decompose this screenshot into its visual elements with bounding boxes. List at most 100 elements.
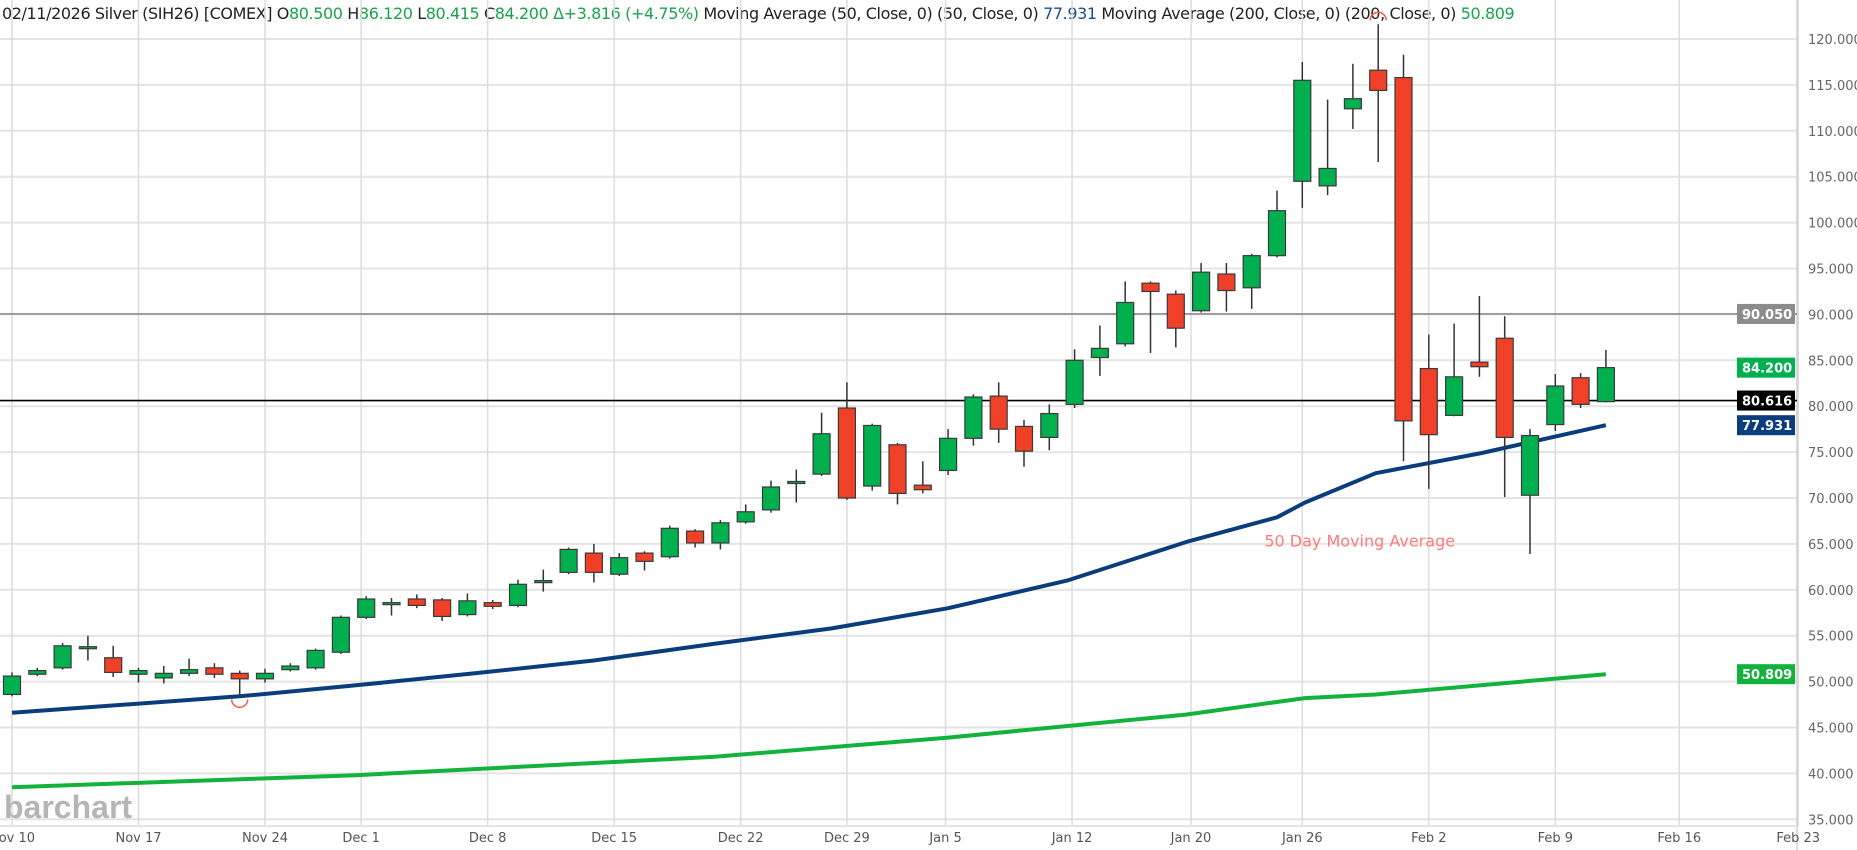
candle-down — [1571, 377, 1590, 405]
candle-up — [938, 437, 958, 472]
y-tick-label: 100.000 — [1808, 217, 1857, 232]
candle-up — [1242, 255, 1261, 289]
candle-up — [1116, 301, 1135, 345]
candle-down — [989, 395, 1008, 430]
candle-up — [382, 602, 401, 606]
x-tick-label: Nov 24 — [242, 831, 288, 846]
candle-up — [508, 583, 528, 607]
candle-up — [1040, 412, 1059, 439]
header-symbol: Silver (SIH26) [COMEX] — [94, 4, 273, 23]
horizontal-lines — [0, 313, 1797, 402]
x-tick-label: Dec 29 — [824, 831, 870, 846]
candle-down — [433, 599, 452, 618]
candle-down — [1141, 282, 1160, 293]
candle-up — [28, 669, 47, 675]
candle-down — [1394, 76, 1413, 422]
ma200-title[interactable]: Moving Average (200, Close, 0) — [1101, 4, 1341, 23]
candle-down — [1014, 425, 1034, 452]
ma50-annotation: 50 Day Moving Average — [1264, 532, 1455, 551]
x-tick-label: Dec 1 — [342, 831, 380, 846]
moving-averages — [11, 423, 1607, 790]
high-marker — [1369, 11, 1387, 21]
y-tick-label: 40.000 — [1808, 767, 1854, 782]
candle-up — [2, 675, 22, 696]
price-label-box — [1737, 664, 1795, 685]
candle-down — [1369, 69, 1388, 92]
high-label: H — [347, 4, 359, 23]
y-tick-label: 55.000 — [1808, 630, 1854, 645]
price-label: 90.050 — [1742, 308, 1792, 323]
price-label-box — [1737, 357, 1795, 378]
y-tick-label: 120.000 — [1808, 33, 1857, 48]
x-tick-label: Feb 16 — [1657, 831, 1701, 846]
y-tick-label: 70.000 — [1808, 492, 1854, 507]
candle-down — [1419, 367, 1438, 436]
x-tick-label: Nov 10 — [0, 831, 35, 846]
price-label-box — [1737, 390, 1795, 411]
y-tick-label: 115.000 — [1808, 79, 1857, 94]
low-value: 80.415 — [425, 4, 480, 23]
candle-down — [584, 552, 604, 573]
open-label: O — [276, 4, 290, 23]
x-tick-label: Jan 20 — [1170, 831, 1212, 846]
candle-down — [1166, 293, 1185, 329]
x-tick-label: Feb 2 — [1411, 831, 1446, 846]
candle-up — [1267, 210, 1287, 257]
candle-down — [888, 444, 907, 495]
x-tick-label: Dec 15 — [591, 831, 637, 846]
x-tick-label: Jan 12 — [1051, 831, 1093, 846]
candle-up — [1293, 79, 1312, 182]
price-label-box — [1737, 415, 1795, 436]
candle-up — [1065, 359, 1084, 405]
candle-up — [736, 511, 755, 523]
y-tick-label: 105.000 — [1808, 171, 1857, 186]
candle-down — [407, 598, 426, 607]
candle-down — [205, 667, 224, 675]
logo-text: barchart — [4, 789, 132, 825]
x-tick-label: Feb 9 — [1538, 831, 1573, 846]
y-tick-label: 110.000 — [1808, 125, 1857, 140]
chart-header: 02/11/2026 Silver (SIH26) [COMEX] O80.50… — [2, 4, 1515, 23]
candle-down — [837, 407, 857, 499]
change-value: Δ+3.816 (+4.75%) — [553, 4, 699, 23]
low-label: L — [417, 4, 426, 23]
x-axis[interactable]: Nov 10 Nov 17 Nov 24 Dec 1 Dec 8 Dec 15 Dec 22… — [0, 831, 1820, 846]
candle-up — [154, 672, 173, 679]
candle-up — [787, 480, 806, 485]
y-axis[interactable]: 35.000 40.000 45.000 50.000 55.000 60.000 65.0… — [1808, 33, 1857, 828]
candle-up — [281, 665, 300, 671]
candle-up — [1318, 167, 1337, 187]
candle-up — [1546, 385, 1565, 426]
x-tick-label: Feb 23 — [1776, 831, 1820, 846]
ma50-line — [11, 423, 1607, 715]
candle-down — [483, 602, 502, 607]
price-label: 77.931 — [1742, 419, 1792, 434]
candle-up — [1596, 367, 1616, 403]
price-label: 80.616 — [1742, 395, 1792, 410]
grid — [0, 0, 1799, 850]
close-value: 84.200 — [494, 4, 549, 23]
x-tick-label: Dec 22 — [718, 831, 764, 846]
candle-down — [1217, 273, 1236, 292]
ma200-value: 50.809 — [1460, 4, 1515, 23]
candle-up — [1444, 376, 1464, 416]
candle-up — [1520, 434, 1540, 496]
price-labels: 90.050 84.200 80.616 77.931 50.809 — [1737, 303, 1795, 685]
candle-up — [863, 424, 882, 487]
ma50-params: (50, Close, 0) — [937, 4, 1039, 23]
candle-up — [1191, 271, 1211, 312]
candle-down — [1495, 337, 1514, 439]
candle-up — [78, 646, 98, 650]
candle-down — [635, 552, 654, 562]
candle-up — [306, 649, 325, 669]
candle-up — [660, 527, 679, 558]
x-tick-label: Dec 8 — [469, 831, 507, 846]
ma50-value: 77.931 — [1043, 4, 1097, 23]
candle-up — [964, 396, 983, 439]
ma50-title[interactable]: Moving Average (50, Close, 0) — [703, 4, 933, 23]
candle-up — [255, 672, 275, 680]
candle-up — [761, 486, 781, 511]
candle-up — [357, 598, 376, 618]
header-date: 02/11/2026 — [2, 4, 91, 23]
